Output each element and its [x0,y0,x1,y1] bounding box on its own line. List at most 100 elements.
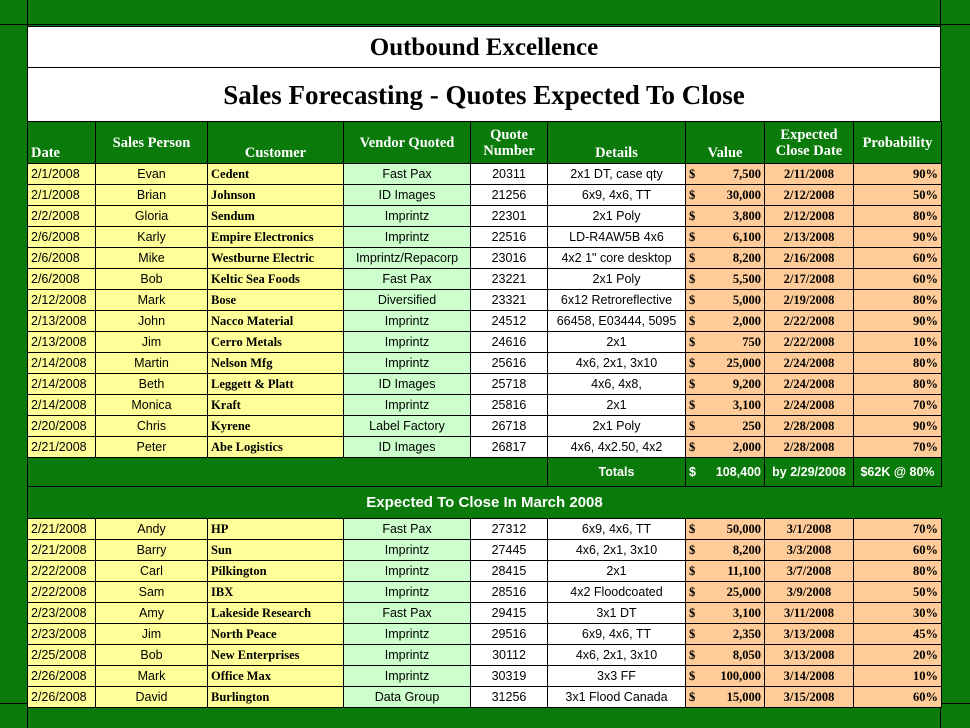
cell-details[interactable]: 3x3 FF [547,665,686,687]
cell-date[interactable]: 2/6/2008 [27,247,96,269]
cell-value[interactable]: $5,000 [685,289,765,311]
cell-vendor[interactable]: ID Images [343,373,471,395]
cell-value[interactable]: $25,000 [685,352,765,374]
cell-value[interactable]: $15,000 [685,686,765,708]
cell-quote-number[interactable]: 20311 [470,163,548,185]
cell-value[interactable]: $8,050 [685,644,765,666]
cell-vendor[interactable]: Imprintz [343,560,471,582]
cell-probability[interactable]: 90% [853,163,942,185]
cell-probability[interactable]: 70% [853,518,942,540]
cell-vendor[interactable]: Fast Pax [343,268,471,290]
cell-sales-person[interactable]: Peter [95,436,208,458]
cell-vendor[interactable]: Fast Pax [343,602,471,624]
cell-sales-person[interactable]: Mark [95,289,208,311]
cell-customer[interactable]: Abe Logistics [207,436,344,458]
cell-sales-person[interactable]: David [95,686,208,708]
cell-sales-person[interactable]: Amy [95,602,208,624]
header-vendor[interactable]: Vendor Quoted [343,121,471,164]
cell-quote-number[interactable]: 24512 [470,310,548,332]
cell-customer[interactable]: Sun [207,539,344,561]
cell-customer[interactable]: HP [207,518,344,540]
cell-close-date[interactable]: 3/13/2008 [764,623,854,645]
cell-customer[interactable]: Westburne Electric [207,247,344,269]
cell-probability[interactable]: 80% [853,560,942,582]
cell-customer[interactable]: Nelson Mfg [207,352,344,374]
cell-customer[interactable]: New Enterprises [207,644,344,666]
totals-value[interactable]: $108,400 [685,457,765,487]
cell-close-date[interactable]: 2/28/2008 [764,415,854,437]
cell-details[interactable]: 2x1 Poly [547,415,686,437]
cell-quote-number[interactable]: 28415 [470,560,548,582]
cell-value[interactable]: $3,100 [685,394,765,416]
totals-by-date[interactable]: by 2/29/2008 [764,457,854,487]
cell-customer[interactable]: Office Max [207,665,344,687]
cell-vendor[interactable]: Imprintz [343,226,471,248]
cell-close-date[interactable]: 3/1/2008 [764,518,854,540]
cell-details[interactable]: 66458, E03444, 5095 [547,310,686,332]
cell-close-date[interactable]: 2/12/2008 [764,205,854,227]
header-quote-number[interactable]: Quote Number [470,121,548,164]
cell-quote-number[interactable]: 21256 [470,184,548,206]
cell-customer[interactable]: Sendum [207,205,344,227]
cell-vendor[interactable]: ID Images [343,184,471,206]
cell-sales-person[interactable]: Mark [95,665,208,687]
header-details[interactable]: Details [547,121,686,164]
cell-vendor[interactable]: Imprintz [343,352,471,374]
cell-close-date[interactable]: 2/22/2008 [764,331,854,353]
cell-vendor[interactable]: Imprintz [343,623,471,645]
cell-sales-person[interactable]: Brian [95,184,208,206]
cell-sales-person[interactable]: Andy [95,518,208,540]
cell-probability[interactable]: 80% [853,373,942,395]
cell-value[interactable]: $8,200 [685,247,765,269]
cell-date[interactable]: 2/14/2008 [27,352,96,374]
cell-sales-person[interactable]: Chris [95,415,208,437]
cell-quote-number[interactable]: 23221 [470,268,548,290]
cell-sales-person[interactable]: Gloria [95,205,208,227]
cell-probability[interactable]: 60% [853,686,942,708]
cell-sales-person[interactable]: Karly [95,226,208,248]
cell-quote-number[interactable]: 30319 [470,665,548,687]
cell-value[interactable]: $11,100 [685,560,765,582]
march-section-title[interactable]: Expected To Close In March 2008 [27,486,942,519]
cell-vendor[interactable]: Imprintz [343,205,471,227]
cell-value[interactable]: $30,000 [685,184,765,206]
cell-details[interactable]: 4x6, 2x1, 3x10 [547,352,686,374]
cell-sales-person[interactable]: John [95,310,208,332]
cell-quote-number[interactable]: 25816 [470,394,548,416]
cell-quote-number[interactable]: 29516 [470,623,548,645]
cell-date[interactable]: 2/14/2008 [27,373,96,395]
cell-date[interactable]: 2/1/2008 [27,163,96,185]
cell-probability[interactable]: 90% [853,226,942,248]
cell-probability[interactable]: 60% [853,247,942,269]
cell-vendor[interactable]: Fast Pax [343,163,471,185]
cell-date[interactable]: 2/21/2008 [27,518,96,540]
cell-sales-person[interactable]: Jim [95,331,208,353]
cell-details[interactable]: 2x1 [547,331,686,353]
cell-close-date[interactable]: 3/7/2008 [764,560,854,582]
cell-details[interactable]: 4x6, 2x1, 3x10 [547,644,686,666]
cell-quote-number[interactable]: 25616 [470,352,548,374]
cell-close-date[interactable]: 3/14/2008 [764,665,854,687]
cell-value[interactable]: $2,350 [685,623,765,645]
cell-details[interactable]: 2x1 [547,560,686,582]
cell-details[interactable]: 2x1 Poly [547,205,686,227]
cell-close-date[interactable]: 2/24/2008 [764,352,854,374]
cell-probability[interactable]: 50% [853,184,942,206]
cell-date[interactable]: 2/2/2008 [27,205,96,227]
cell-vendor[interactable]: Data Group [343,686,471,708]
cell-quote-number[interactable]: 28516 [470,581,548,603]
cell-close-date[interactable]: 3/15/2008 [764,686,854,708]
cell-probability[interactable]: 90% [853,310,942,332]
cell-probability[interactable]: 70% [853,436,942,458]
cell-vendor[interactable]: Label Factory [343,415,471,437]
cell-quote-number[interactable]: 23321 [470,289,548,311]
cell-value[interactable]: $6,100 [685,226,765,248]
cell-details[interactable]: 2x1 [547,394,686,416]
cell-sales-person[interactable]: Mike [95,247,208,269]
cell-quote-number[interactable]: 27312 [470,518,548,540]
cell-customer[interactable]: Keltic Sea Foods [207,268,344,290]
cell-date[interactable]: 2/21/2008 [27,539,96,561]
cell-details[interactable]: 6x9, 4x6, TT [547,518,686,540]
cell-vendor[interactable]: Imprintz [343,644,471,666]
cell-close-date[interactable]: 2/16/2008 [764,247,854,269]
